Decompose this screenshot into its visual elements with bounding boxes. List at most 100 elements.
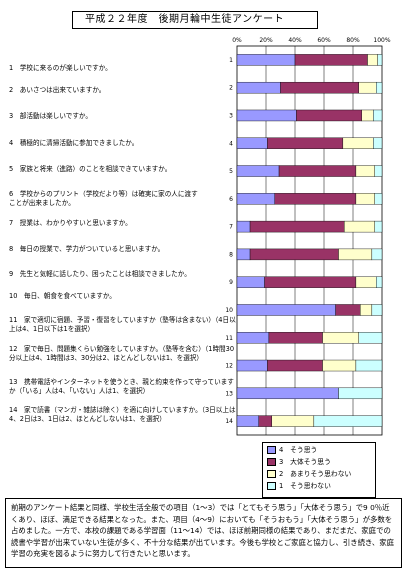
bar-segment (236, 276, 265, 288)
bar-segment (373, 109, 383, 122)
bar-segment (373, 137, 383, 149)
legend-label-3: 3 大体そう思う (279, 458, 331, 466)
bar-segment (264, 276, 357, 288)
bar-segment (249, 248, 339, 261)
y-tick-label: 14 (225, 418, 233, 425)
question-12: 12 家で毎日、問題集くらい勉強をしていますか。（塾等を含む）（1時間30分以上… (9, 345, 235, 363)
x-tick-label: 40% (288, 37, 302, 44)
bar-segment (377, 54, 383, 66)
bar-segment (376, 81, 383, 94)
bar-segment (338, 387, 383, 400)
bar-segment (376, 276, 383, 288)
question-11: 11 家で適切に宿題、予習・復習をしていますか（塾等は含まない）（4日以上は4、… (9, 316, 236, 334)
y-tick-label: 4 (229, 140, 233, 147)
bar-segment (268, 332, 323, 344)
x-tick-label: 20% (259, 37, 273, 44)
bar-segment (236, 387, 339, 400)
bar-segment (322, 332, 359, 344)
bar-segment (278, 165, 357, 177)
bar-segment (355, 276, 377, 288)
legend-item-4: 4 そう思う (267, 445, 317, 455)
y-tick-label: 10 (225, 307, 233, 314)
bar-segment (371, 248, 383, 261)
legend-label-4: 4 そう思う (279, 446, 318, 454)
bar-segment (358, 81, 377, 94)
y-tick-label: 9 (229, 279, 233, 286)
bar-segment (294, 54, 368, 66)
bar-segment (322, 359, 357, 372)
bar-segment (296, 109, 362, 122)
legend-item-1: 1 そう思わない (267, 481, 331, 491)
bar-segment (367, 54, 378, 66)
legend-swatch-3 (267, 458, 276, 466)
bar-segment (374, 165, 383, 177)
bar-segment (236, 109, 297, 122)
question-13: 13 携帯電話やインターネットを使うとき、親と約束を作って守っていますか（「いる… (9, 378, 234, 396)
question-10: 10 毎日、朝食を食べていますか。 (9, 292, 116, 300)
y-tick-label: 13 (225, 390, 233, 397)
bar-segment (355, 165, 375, 177)
bar-segment (355, 359, 383, 372)
bar-segment (360, 304, 373, 316)
y-tick-label: 2 (229, 85, 233, 92)
legend-swatch-1 (267, 482, 276, 490)
bar-segment (258, 415, 273, 427)
question-6: 6 学校からのプリント（学校だより等）は確実に家の人に渡す ことが出来ましたか。 (9, 190, 198, 208)
bar-segment (271, 415, 315, 427)
y-tick-label: 3 (229, 112, 233, 119)
bar-segment (267, 359, 323, 372)
y-tick-label: 1 (229, 57, 233, 64)
question-14: 14 家で読書（マンガ・雑誌は除く）を適に向けしていますか。（3日以上は4、2日… (9, 406, 236, 424)
bar-segment (236, 304, 336, 316)
y-tick-label: 6 (229, 196, 233, 203)
y-tick-label: 5 (229, 168, 233, 175)
question-5: 5 家族と将来（進路）のことを相談できていますか。 (9, 165, 172, 173)
x-tick-label: 60% (317, 37, 331, 44)
bar-segment (267, 137, 344, 149)
bar-segment (236, 165, 280, 177)
bar-segment (274, 193, 357, 205)
legend-swatch-4 (267, 446, 276, 454)
bar-segment (236, 137, 268, 149)
y-tick-label: 12 (225, 363, 233, 370)
bar-segment (335, 304, 361, 316)
bar-segment (344, 220, 375, 233)
legend-item-2: 2 あまりそう思わない (267, 469, 351, 479)
bar-segment (374, 193, 383, 205)
summary-comment: 前期のアンケート結果と同様、学校生活全般での項目（1～3）では「とてもそう思う」… (5, 498, 402, 568)
question-9: 9 先生と気軽に話したり、困ったことは相談できましたか。 (9, 270, 191, 278)
bar-segment (342, 137, 374, 149)
page-title: 平成２２年度 後期月輪中生徒アンケート (72, 11, 318, 29)
bar-segment (280, 81, 360, 94)
bar-segment (361, 109, 374, 122)
bar-segment (371, 304, 383, 316)
bar-segment (313, 415, 383, 427)
bar-segment (236, 248, 251, 261)
bar-segment (236, 415, 259, 427)
question-3: 3 部活動は楽しいですか。 (9, 112, 92, 120)
plot-area (236, 45, 383, 436)
bar-segment (358, 332, 383, 344)
bar-segment (236, 359, 268, 372)
legend-item-3: 3 大体そう思う (267, 457, 331, 467)
y-tick-label: 8 (229, 251, 233, 258)
y-tick-label: 7 (229, 224, 233, 231)
legend-label-2: 2 あまりそう思わない (279, 470, 352, 478)
bar-segment (236, 54, 296, 66)
legend-swatch-2 (267, 470, 276, 478)
chart-legend: 4 そう思う 3 大体そう思う 2 あまりそう思わない 1 そう思わない (262, 442, 376, 498)
bar-segment (236, 81, 281, 94)
question-2: 2 あいさつは出来ていますか。 (9, 86, 106, 94)
bar-segment (236, 332, 270, 344)
question-7: 7 授業は、わかりやすいと思いますか。 (9, 219, 132, 227)
bar-segment (236, 220, 251, 233)
x-tick-label: 80% (346, 37, 360, 44)
x-tick-label: 0% (232, 37, 242, 44)
x-tick-label: 100% (373, 37, 390, 44)
y-tick-label: 11 (225, 335, 233, 342)
question-4: 4 積極的に清掃活動に参加できましたか。 (9, 139, 139, 147)
bar-segment (338, 248, 373, 261)
question-8: 8 毎日の授業で、学力がついていると思いますか。 (9, 245, 165, 253)
